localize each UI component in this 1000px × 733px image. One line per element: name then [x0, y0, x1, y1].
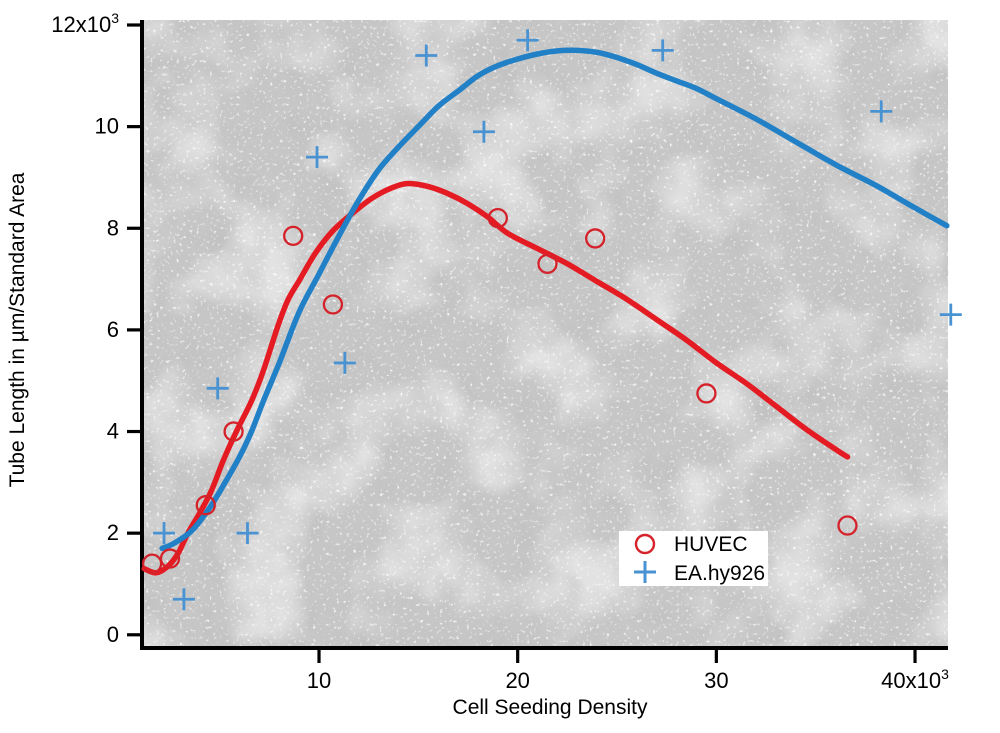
huvec-fit-curve	[141, 180, 851, 576]
y-tick-label: 2	[107, 520, 119, 545]
huvec-data-point	[159, 548, 181, 569]
eahy926-legend-label: EA.hy926	[674, 562, 765, 585]
y-tick-label: 10	[95, 114, 119, 139]
huvec-legend-label: HUVEC	[674, 533, 748, 556]
eahy926-data-point	[939, 303, 962, 326]
eahy926-data-point	[516, 29, 539, 52]
eahy926-data-point	[206, 377, 229, 400]
eahy926-data-point	[415, 44, 438, 67]
microscopy-bright-speckles	[142, 20, 948, 648]
eahy926-plus-marker-icon	[634, 561, 656, 583]
eahy926-data-point	[236, 522, 259, 545]
huvec-data-point	[837, 515, 858, 536]
y-tick-label: 12x103	[51, 10, 119, 37]
eahy926-data-point	[306, 146, 329, 169]
legend: HUVEC EA.hy926	[619, 531, 768, 586]
eahy926-data-point	[172, 588, 195, 611]
x-axis-title: Cell Seeding Density	[453, 696, 648, 719]
x-tick-label: 40x103	[881, 666, 949, 693]
huvec-data-point	[195, 495, 216, 516]
huvec-data-point	[223, 421, 244, 442]
eahy926-data-point	[472, 120, 495, 143]
huvec-data-point	[537, 253, 558, 274]
huvec-circle-marker-icon	[634, 533, 656, 555]
x-tick-label: 30	[704, 668, 728, 693]
huvec-data-point	[585, 228, 606, 249]
eahy926-data-point	[153, 522, 176, 545]
eahy926-data-point	[333, 351, 356, 374]
axes: 10 20 30 40x103 0 2 4 6 8 10 12x103	[51, 10, 949, 693]
fit-curves	[141, 47, 950, 576]
huvec-data-point	[322, 294, 344, 315]
huvec-data-point	[487, 207, 508, 229]
eahy926-fit-curve	[159, 47, 950, 552]
y-tick-label: 6	[107, 317, 119, 342]
microscopy-background-image	[142, 20, 948, 648]
eahy926-data-point	[870, 100, 893, 123]
x-tick-label: 10	[307, 668, 331, 693]
huvec-data-point	[696, 383, 717, 404]
y-tick-label: 0	[107, 622, 119, 647]
x-tick-label: 20	[505, 668, 529, 693]
y-tick-label: 8	[107, 215, 119, 240]
huvec-data-point	[283, 225, 304, 247]
y-tick-label: 4	[107, 419, 119, 444]
y-axis-title: Tube Length in µm/Standard Area	[6, 172, 29, 487]
data-points	[141, 29, 962, 611]
eahy926-data-point	[651, 39, 674, 62]
huvec-data-point	[141, 553, 163, 574]
